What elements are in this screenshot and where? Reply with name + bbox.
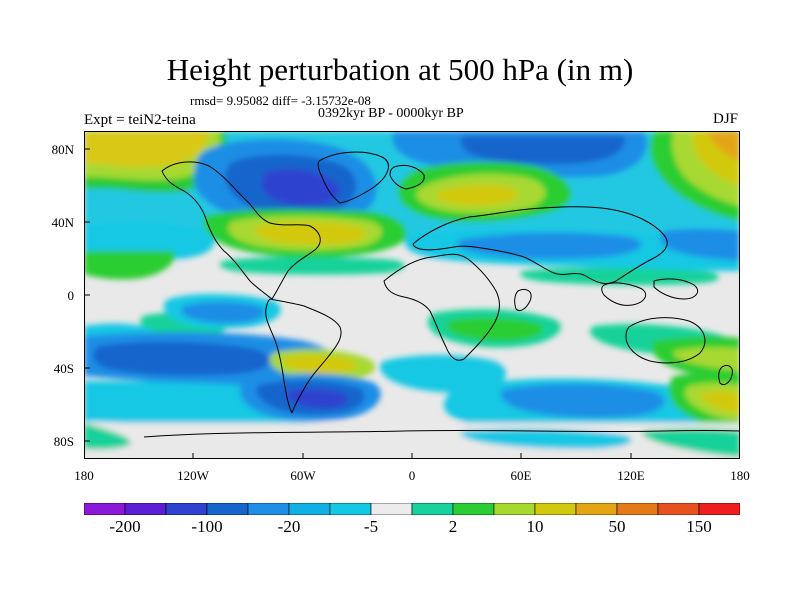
lat-label-0: 0: [67, 288, 75, 303]
colorbar-box: [84, 503, 126, 515]
colorbar-box: [124, 503, 167, 515]
rmsd-diff-stats: rmsd= 9.95082 diff= -3.15732e-08: [190, 93, 371, 108]
colorbar-box: [370, 503, 413, 515]
colorbar-box: [575, 503, 618, 515]
colorbar-box: [698, 503, 740, 515]
colorbar-box: [534, 503, 577, 515]
colorbar-label: 2: [448, 517, 458, 536]
lon-label-0: 0: [408, 468, 416, 483]
lon-label-60w: 60W: [290, 468, 316, 483]
colorbar-label: -5: [363, 517, 379, 536]
colorbar-box: [329, 503, 372, 515]
lat-label-40s: 40S: [53, 361, 74, 376]
colorbar-box: [616, 503, 659, 515]
lon-label-60e: 60E: [510, 468, 532, 483]
lat-label-80s: 80S: [53, 434, 74, 449]
colorbar-box: [411, 503, 454, 515]
season-label: DJF: [713, 111, 739, 127]
colorbar-label: -200: [109, 517, 141, 536]
colorbar-box: [206, 503, 249, 515]
colorbar-box: [657, 503, 700, 515]
colorbar-box: [452, 503, 495, 515]
time-period-label: 0392kyr BP - 0000kyr BP: [318, 106, 464, 121]
lat-label-80n: 80N: [51, 142, 74, 157]
colorbar-label: 50: [608, 517, 626, 536]
colorbar-label: -20: [277, 517, 301, 536]
lon-label-180e: 180: [730, 468, 750, 483]
colorbar-label: 10: [526, 517, 544, 536]
lon-label-120e: 120E: [617, 468, 645, 483]
lon-label-180w: 180: [74, 468, 94, 483]
axis-ticks: [84, 148, 632, 459]
colorbar-label: -100: [191, 517, 223, 536]
lat-label-40n: 40N: [51, 215, 74, 230]
colorbar-box: [247, 503, 290, 515]
height-perturbation-map: [84, 131, 740, 459]
colorbar-box: [165, 503, 208, 515]
experiment-label: Expt = teiN2-teina: [84, 112, 196, 128]
chart-title: Height perturbation at 500 hPa (in m): [166, 52, 634, 87]
lon-label-120w: 120W: [177, 468, 209, 483]
anomaly-contours: [84, 131, 740, 459]
coastlines: [143, 151, 740, 438]
colorbar: [84, 503, 740, 515]
colorbar-box: [288, 503, 331, 515]
colorbar-box: [493, 503, 536, 515]
colorbar-label: 150: [686, 517, 712, 536]
